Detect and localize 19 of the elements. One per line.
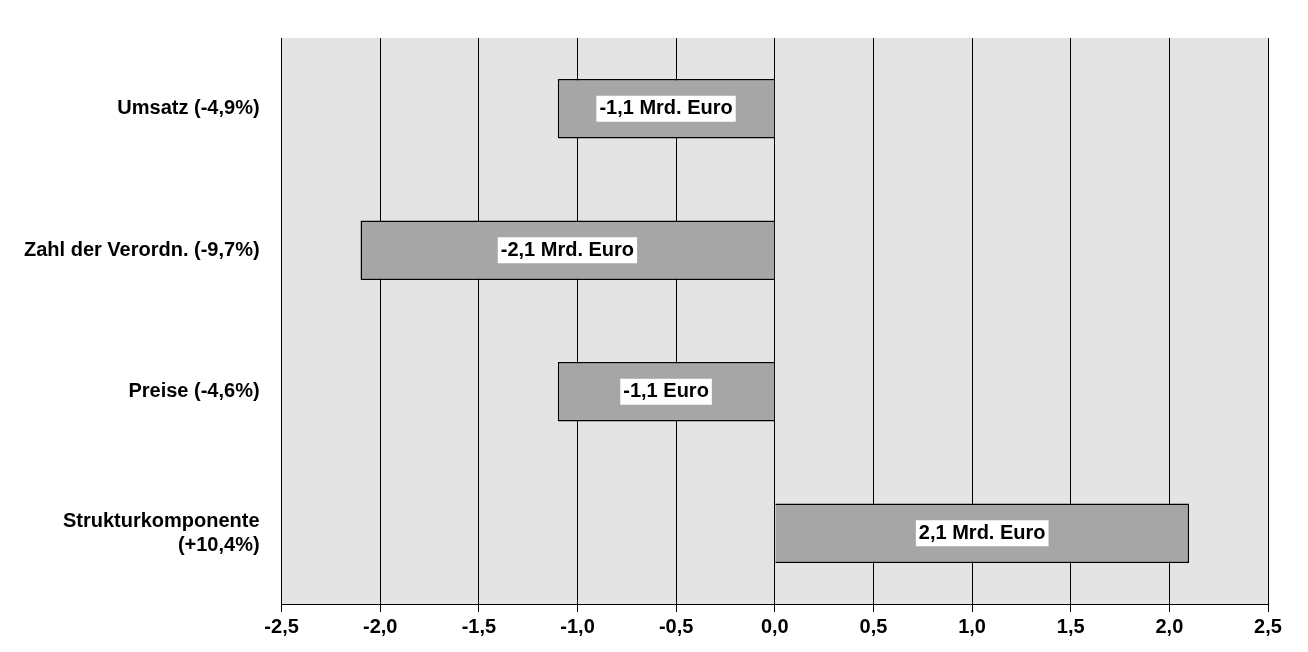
- y-tick-label: Strukturkomponente (+10,4%): [62, 508, 260, 555]
- x-tick-label: 2,0: [1155, 614, 1184, 637]
- x-tick-label: -0,5: [658, 614, 694, 637]
- data-label: -1,1 Mrd. Euro: [599, 96, 733, 119]
- x-tick-label: 1,5: [1056, 614, 1085, 637]
- data-label: 2,1 Mrd. Euro: [918, 520, 1046, 543]
- data-label: -1,1 Euro: [623, 379, 709, 402]
- x-tick-label: -2,5: [264, 614, 299, 637]
- x-tick-label: 0,0: [760, 614, 789, 637]
- x-tick-label: 1,0: [958, 614, 986, 637]
- y-tick-label: Umsatz (-4,9%): [117, 96, 260, 119]
- y-tick-label: Preise (-4,6%): [128, 379, 260, 402]
- data-label: -2,1 Mrd. Euro: [500, 237, 635, 260]
- x-tick-label: 2,5: [1254, 614, 1282, 637]
- x-tick-label: -1,5: [461, 614, 497, 637]
- y-tick-label: Zahl der Verordn. (-9,7%): [24, 237, 260, 260]
- x-tick-label: 0,5: [859, 614, 888, 637]
- x-tick-label: -1,0: [560, 614, 595, 637]
- x-tick-label: -2,0: [363, 614, 398, 637]
